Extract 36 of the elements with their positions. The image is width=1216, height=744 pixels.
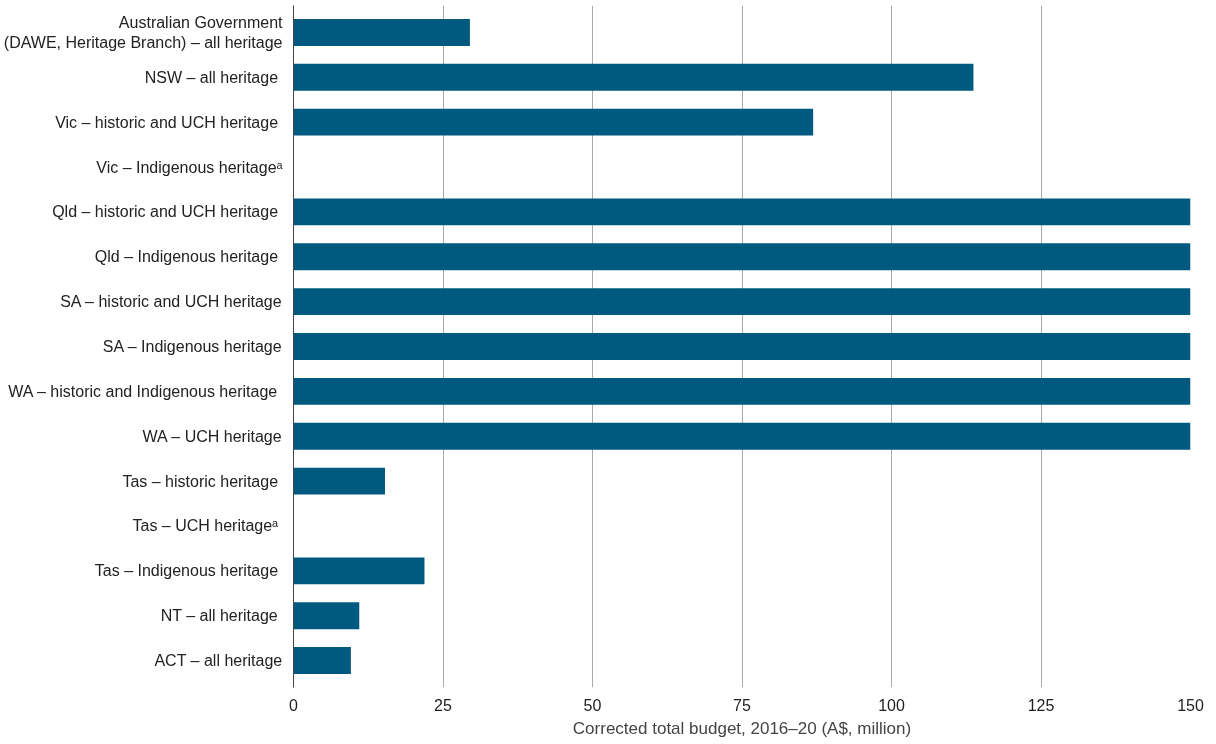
bar <box>293 18 470 46</box>
bar <box>293 422 1191 450</box>
bar <box>293 333 1191 360</box>
x-tick-label: 125 <box>1027 696 1055 714</box>
bar <box>293 602 360 630</box>
y-tick-label: Qld – Indigenous heritage <box>94 248 279 266</box>
bar <box>293 288 1191 316</box>
y-tick-label: ACT – all heritage <box>154 652 283 670</box>
y-tick-label: NSW – all heritage <box>144 68 279 86</box>
bar <box>293 377 1191 405</box>
y-tick-label: Tas – UCH heritageᵃ <box>132 517 280 535</box>
bar <box>293 557 425 585</box>
y-tick-label: Australian Government (DAWE, Heritage Branch) – all heritage <box>3 13 284 52</box>
x-tick-label: 100 <box>878 696 905 714</box>
x-tick-label: 50 <box>583 696 602 714</box>
y-tick-label: Vic – historic and UCH heritage <box>55 113 279 131</box>
x-axis-title: Corrected total budget, 2016–20 (A$, million) <box>572 718 912 738</box>
y-tick-label: SA – Indigenous heritage <box>102 338 282 355</box>
y-tick-label: WA – UCH heritage <box>142 427 282 445</box>
x-tick-label: 0 <box>289 696 299 714</box>
y-tick-label: Tas – historic heritage <box>122 472 279 490</box>
bar <box>293 467 385 495</box>
y-tick-label: NT – all heritage <box>160 607 278 625</box>
y-tick-label: SA – historic and UCH heritage <box>60 293 282 311</box>
bar <box>293 243 1191 271</box>
bar <box>293 63 974 91</box>
y-tick-label: Tas – Indigenous heritage <box>94 562 279 580</box>
bar <box>293 647 351 675</box>
y-tick-label: Qld – historic and UCH heritage <box>52 203 279 221</box>
x-tick-label: 75 <box>733 696 751 714</box>
y-tick-label: WA – historic and Indigenous heritage <box>8 382 278 400</box>
x-tick-label: 150 <box>1177 696 1204 714</box>
x-tick-label: 25 <box>434 696 452 714</box>
y-tick-label: Vic – Indigenous heritageᵃ <box>96 158 284 176</box>
bar <box>293 198 1191 226</box>
bar <box>293 108 814 136</box>
